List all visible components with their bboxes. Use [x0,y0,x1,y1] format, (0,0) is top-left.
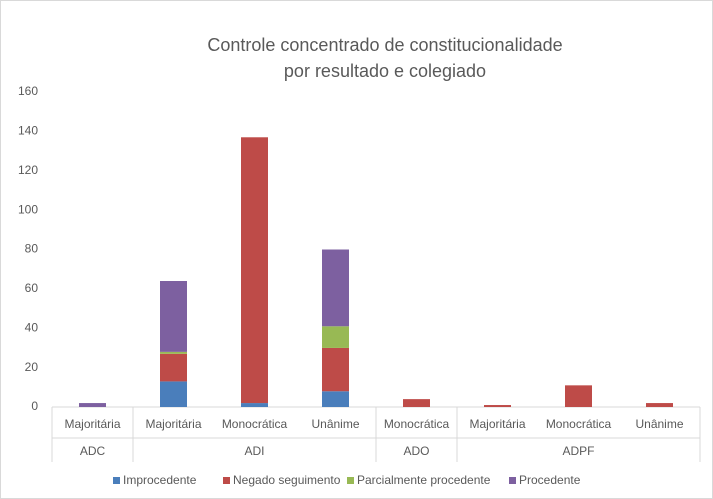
bar-segment [322,326,349,348]
legend-label: Improcedente [123,473,197,487]
y-tick-label: 20 [25,360,39,374]
x-tick-label: Monocrática [546,417,612,431]
legend-swatch [113,477,120,484]
y-tick-label: 60 [25,281,39,295]
bar-segment [160,381,187,407]
y-tick-label: 0 [31,399,38,413]
chart-title: por resultado e colegiado [284,61,486,81]
bar-segment [322,249,349,327]
x-tick-label: Majoritária [64,417,120,431]
chart-title: Controle concentrado de constitucionalid… [207,35,562,55]
y-tick-label: 40 [25,320,39,334]
bar-segment [484,405,511,407]
y-tick-label: 100 [18,202,38,216]
bar-segment [160,281,187,352]
legend-swatch [223,477,230,484]
group-label: ADO [403,444,429,458]
y-tick-label: 160 [18,84,38,98]
bar-segment [241,403,268,407]
y-tick-label: 140 [18,124,38,138]
bar-segment [565,385,592,407]
legend-swatch [347,477,354,484]
bar-segment [160,351,187,354]
group-label: ADC [80,444,106,458]
bar-segment [79,403,106,407]
bar-segment [403,399,430,407]
group-label: ADI [244,444,264,458]
x-tick-label: Monocrática [384,417,450,431]
bar-segment [646,403,673,407]
y-tick-label: 120 [18,163,38,177]
x-tick-label: Monocrática [222,417,288,431]
legend-label: Negado seguimento [233,473,341,487]
bar-segment [322,347,349,392]
legend-swatch [509,477,516,484]
bar-segment [322,391,349,407]
x-tick-label: Unânime [635,417,683,431]
y-tick-label: 80 [25,242,39,256]
bar-segment [160,353,187,382]
x-tick-label: Majoritária [469,417,525,431]
x-tick-label: Unânime [311,417,359,431]
legend-label: Procedente [519,473,581,487]
group-label: ADPF [562,444,594,458]
bar-segment [241,137,268,404]
legend-label: Parcialmente procedente [357,473,491,487]
x-tick-label: Majoritária [145,417,201,431]
